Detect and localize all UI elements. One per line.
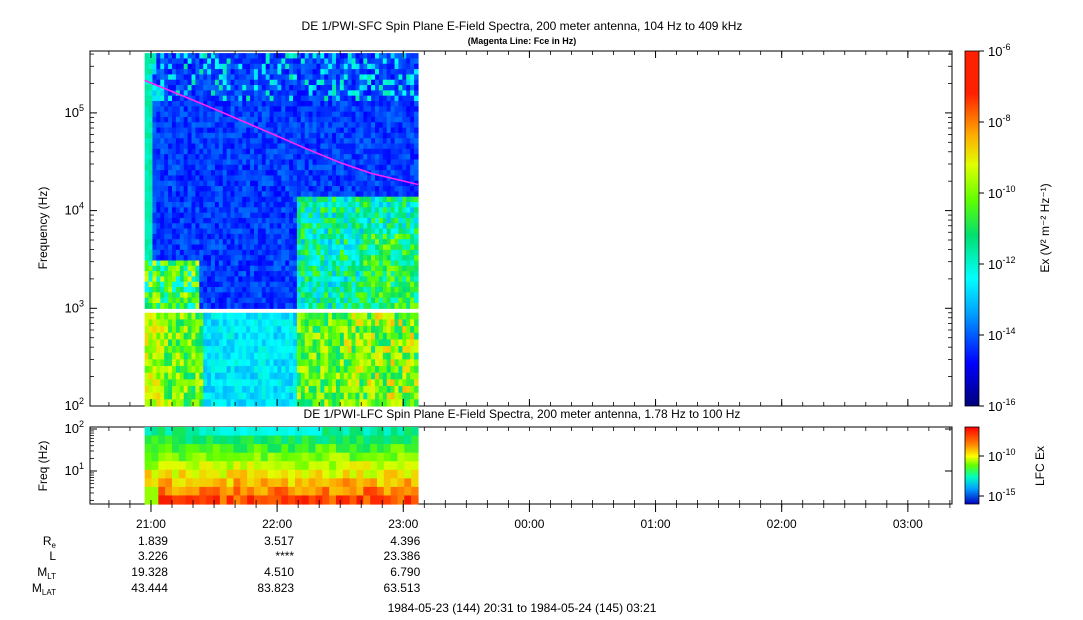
top-colorbar [964, 50, 980, 407]
ephemeris-value: 63.513 [384, 581, 421, 595]
top-y-tick-label: 104 [65, 201, 84, 218]
bottom-y-tick-label: 102 [65, 419, 84, 436]
time-tick-label: 00:00 [514, 517, 544, 531]
ephem-label-re: Re [43, 534, 57, 550]
ephemeris-value: 4.510 [264, 565, 294, 579]
bottom-y-label: Freq (Hz) [36, 441, 50, 492]
top-subtitle: (Magenta Line: Fce in Hz) [468, 36, 577, 46]
ephemeris-value: 6.790 [390, 565, 420, 579]
time-tick-label: 01:00 [641, 517, 671, 531]
bottom-colorbar-label: LFC Ex [1033, 446, 1047, 486]
ephemeris-value: 83.823 [257, 581, 294, 595]
ephemeris-table: 1.839 3.517 4.396 3.226 **** 23.386 19.328 4.51… [131, 534, 420, 595]
ephemeris-value: 23.386 [384, 549, 421, 563]
time-tick-label: 23:00 [388, 517, 418, 531]
ephem-label-mlt: MLT [37, 565, 56, 581]
bottom-colorbar-tick-label: 10-15 [988, 487, 1015, 504]
bottom-title: DE 1/PWI-LFC Spin Plane E-Field Spectra,… [304, 407, 741, 421]
bottom-y-axis: 101 102 [65, 419, 952, 501]
ephemeris-value: 1.839 [138, 534, 168, 548]
ephemeris-value: 3.517 [264, 534, 294, 548]
colorbar-tick-label: 10-6 [988, 42, 1010, 59]
top-y-tick-label: 105 [65, 103, 84, 120]
top-colorbar-label: Ex (V² m⁻² Hz⁻¹) [1038, 183, 1052, 272]
top-y-tick-label: 102 [65, 396, 84, 413]
ephemeris-value: 19.328 [131, 565, 168, 579]
top-spectrogram [144, 53, 419, 407]
time-tick-label: 21:00 [136, 517, 166, 531]
colorbar-tick-label: 10-14 [988, 326, 1015, 343]
time-tick-label: 02:00 [767, 517, 797, 531]
time-range: 1984-05-23 (144) 20:31 to 1984-05-24 (14… [388, 601, 657, 615]
time-tick-label: 03:00 [893, 517, 923, 531]
ephemeris-value: **** [275, 549, 294, 563]
ephemeris-value: 4.396 [390, 534, 420, 548]
top-y-tick-label: 103 [65, 298, 84, 315]
top-title: DE 1/PWI-SFC Spin Plane E-Field Spectra,… [302, 19, 743, 33]
time-tick-label: 22:00 [262, 517, 292, 531]
colorbar-tick-label: 10-8 [988, 113, 1010, 130]
bottom-colorbar-tick-label: 10-10 [988, 447, 1015, 464]
time-axis: 21:00 22:00 23:00 00:00 01:00 02:00 03:00 [108, 51, 951, 531]
ephem-label-l: L [49, 549, 56, 563]
colorbar-tick-label: 10-16 [988, 397, 1015, 414]
ephemeris-labels: Re L MLT MLAT [32, 534, 57, 597]
ephemeris-value: 43.444 [131, 581, 168, 595]
ephemeris-value: 3.226 [138, 549, 168, 563]
bottom-colorbar [964, 426, 980, 505]
bottom-colorbar-ticks: 10-10 10-15 [979, 447, 1015, 504]
top-colorbar-ticks: 10-6 10-8 10-10 10-12 10-14 10-16 [979, 42, 1015, 414]
colorbar-tick-label: 10-12 [988, 255, 1015, 272]
top-y-label: Frequency (Hz) [36, 187, 50, 270]
bottom-spectrogram [144, 427, 419, 505]
colorbar-tick-label: 10-10 [988, 184, 1015, 201]
bottom-y-tick-label: 101 [65, 461, 84, 478]
ephem-label-mlat: MLAT [32, 581, 56, 597]
fce-line [144, 79, 419, 186]
